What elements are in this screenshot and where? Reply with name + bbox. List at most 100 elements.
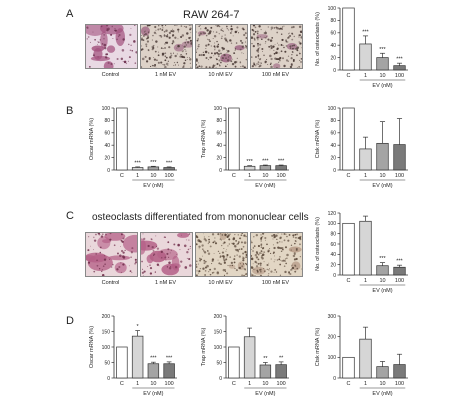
- bar-10nm: [376, 366, 389, 379]
- category-label: 100: [165, 381, 174, 387]
- bar-1nm: [359, 338, 372, 379]
- y-tick-label: 0: [333, 168, 336, 174]
- y-tick-label: 0: [107, 376, 110, 382]
- bar-control: [116, 107, 128, 171]
- category-label: C: [347, 73, 351, 79]
- category-label: 100: [165, 173, 174, 179]
- y-axis-label: Oscar mRNA (%): [89, 118, 95, 160]
- x-axis-label: EV (nM): [255, 391, 275, 397]
- micrograph-texture: [196, 25, 247, 68]
- micrograph-c-100nm: [250, 232, 303, 277]
- chart-a-osteoclasts: 0 20 40 60 80 100 No. of osteoclasts (%) C *** 1 *…: [315, 6, 408, 89]
- y-tick-label: 80: [330, 18, 336, 24]
- micrograph-a-10nm: [195, 24, 248, 69]
- category-label: 10: [379, 381, 385, 387]
- y-tick-label: 50: [104, 360, 110, 366]
- y-tick-label: 40: [104, 143, 110, 149]
- bar-control: [228, 107, 240, 171]
- category-label: 100: [395, 381, 404, 387]
- category-label: 100: [395, 73, 404, 79]
- category-label: C: [347, 278, 351, 284]
- category-label: 100: [395, 278, 404, 284]
- category-label: 100: [277, 381, 286, 387]
- bar-control: [342, 7, 355, 71]
- y-tick-label: 60: [330, 131, 336, 137]
- micrograph-c-10nm: [195, 232, 248, 277]
- category-label: 10: [379, 278, 385, 284]
- bar-10nm: [147, 166, 160, 171]
- bar-100nm: [163, 363, 175, 379]
- y-tick-label: 0: [333, 273, 336, 279]
- y-tick-label: 80: [104, 118, 110, 124]
- y-axis-label: Trap mRNA (%): [201, 120, 207, 159]
- significance-marker: ***: [362, 29, 369, 35]
- y-tick-label: 40: [330, 143, 336, 149]
- micrograph-c-1nm: [140, 232, 193, 277]
- bar-100nm: [275, 364, 287, 379]
- y-tick-label: 80: [330, 118, 336, 124]
- y-tick-label: 20: [104, 155, 110, 161]
- panel-letter-d: D: [66, 315, 74, 327]
- category-label: C: [232, 381, 236, 387]
- micrograph-a-control: [85, 24, 138, 69]
- micrograph-texture: [86, 25, 137, 68]
- category-label: 10: [150, 173, 156, 179]
- category-label: 1: [364, 173, 367, 179]
- bar-100nm: [393, 266, 406, 276]
- significance-marker: ***: [396, 259, 403, 265]
- y-tick-label: 300: [328, 314, 337, 320]
- x-axis-label: EV (nM): [143, 391, 163, 397]
- bar-10nm: [259, 364, 272, 379]
- y-tick-label: 20: [330, 55, 336, 61]
- y-tick-label: 100: [328, 6, 337, 12]
- y-tick-label: 150: [214, 329, 223, 335]
- category-label: 1: [364, 278, 367, 284]
- y-tick-label: 60: [330, 31, 336, 37]
- micrograph-texture: [86, 233, 137, 276]
- bar-100nm: [393, 144, 406, 171]
- x-axis-label: EV (nM): [372, 288, 392, 294]
- bar-100nm: [163, 167, 175, 171]
- micrograph-texture: [251, 25, 302, 68]
- x-axis-label: EV (nM): [143, 183, 163, 189]
- y-tick-label: 40: [330, 252, 336, 258]
- x-axis-label: EV (nM): [372, 391, 392, 397]
- bar-10nm: [376, 57, 389, 71]
- y-tick-label: 0: [219, 376, 222, 382]
- x-axis-label: EV (nM): [255, 183, 275, 189]
- category-label: C: [347, 381, 351, 387]
- y-tick-label: 200: [102, 314, 111, 320]
- significance-marker: ***: [150, 356, 157, 362]
- panel-c-title: osteoclasts differentiated from mononucl…: [92, 212, 309, 223]
- chart-b-trap: 0 20 40 60 80 100 Trap mRNA (%) C *** 1 *** 10 *** 10…: [201, 106, 289, 189]
- bar-1nm: [359, 148, 372, 171]
- micrograph-texture: [141, 233, 192, 276]
- y-tick-label: 80: [216, 118, 222, 124]
- y-tick-label: 20: [216, 155, 222, 161]
- bar-1nm: [131, 335, 144, 379]
- y-tick-label: 40: [330, 43, 336, 49]
- panel-letter-b: B: [66, 105, 74, 117]
- x-axis-label: EV (nM): [372, 183, 392, 189]
- micrograph-texture: [251, 233, 302, 276]
- category-label: 1: [364, 73, 367, 79]
- significance-marker: **: [279, 355, 284, 361]
- micrograph-c-control: [85, 232, 138, 277]
- bar-10nm: [147, 363, 160, 379]
- y-tick-label: 100: [214, 106, 223, 112]
- bar-control: [228, 346, 240, 379]
- micrograph-a-100nm: [250, 24, 303, 69]
- panel-a-title: RAW 264-7: [183, 9, 240, 21]
- bar-10nm: [376, 265, 389, 276]
- category-label: 1: [248, 381, 251, 387]
- y-axis-label: No. of osteoclasts (%): [315, 217, 321, 271]
- category-label: C: [232, 173, 236, 179]
- micrograph-a-1nm: [140, 24, 193, 69]
- bar-100nm: [393, 364, 406, 379]
- category-label: C: [120, 173, 124, 179]
- y-tick-label: 100: [102, 345, 111, 351]
- chart-b-oscar: 0 20 40 60 80 100 Oscar mRNA (%) C *** 1 *** 10 *** 1…: [89, 106, 177, 189]
